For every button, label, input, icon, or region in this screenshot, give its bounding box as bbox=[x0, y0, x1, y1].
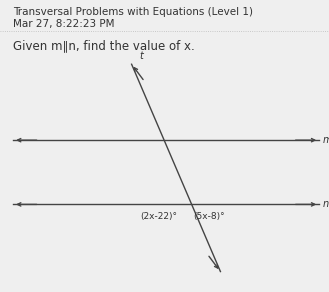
Text: Transversal Problems with Equations (Level 1): Transversal Problems with Equations (Lev… bbox=[13, 7, 253, 17]
Text: Given m∥n, find the value of x.: Given m∥n, find the value of x. bbox=[13, 39, 195, 53]
Text: (5x-8)°: (5x-8)° bbox=[193, 212, 225, 221]
Text: (2x-22)°: (2x-22)° bbox=[141, 212, 178, 221]
Text: n: n bbox=[322, 199, 329, 209]
Text: t: t bbox=[140, 51, 144, 61]
Text: m: m bbox=[322, 135, 329, 145]
Text: Mar 27, 8:22:23 PM: Mar 27, 8:22:23 PM bbox=[13, 19, 115, 29]
